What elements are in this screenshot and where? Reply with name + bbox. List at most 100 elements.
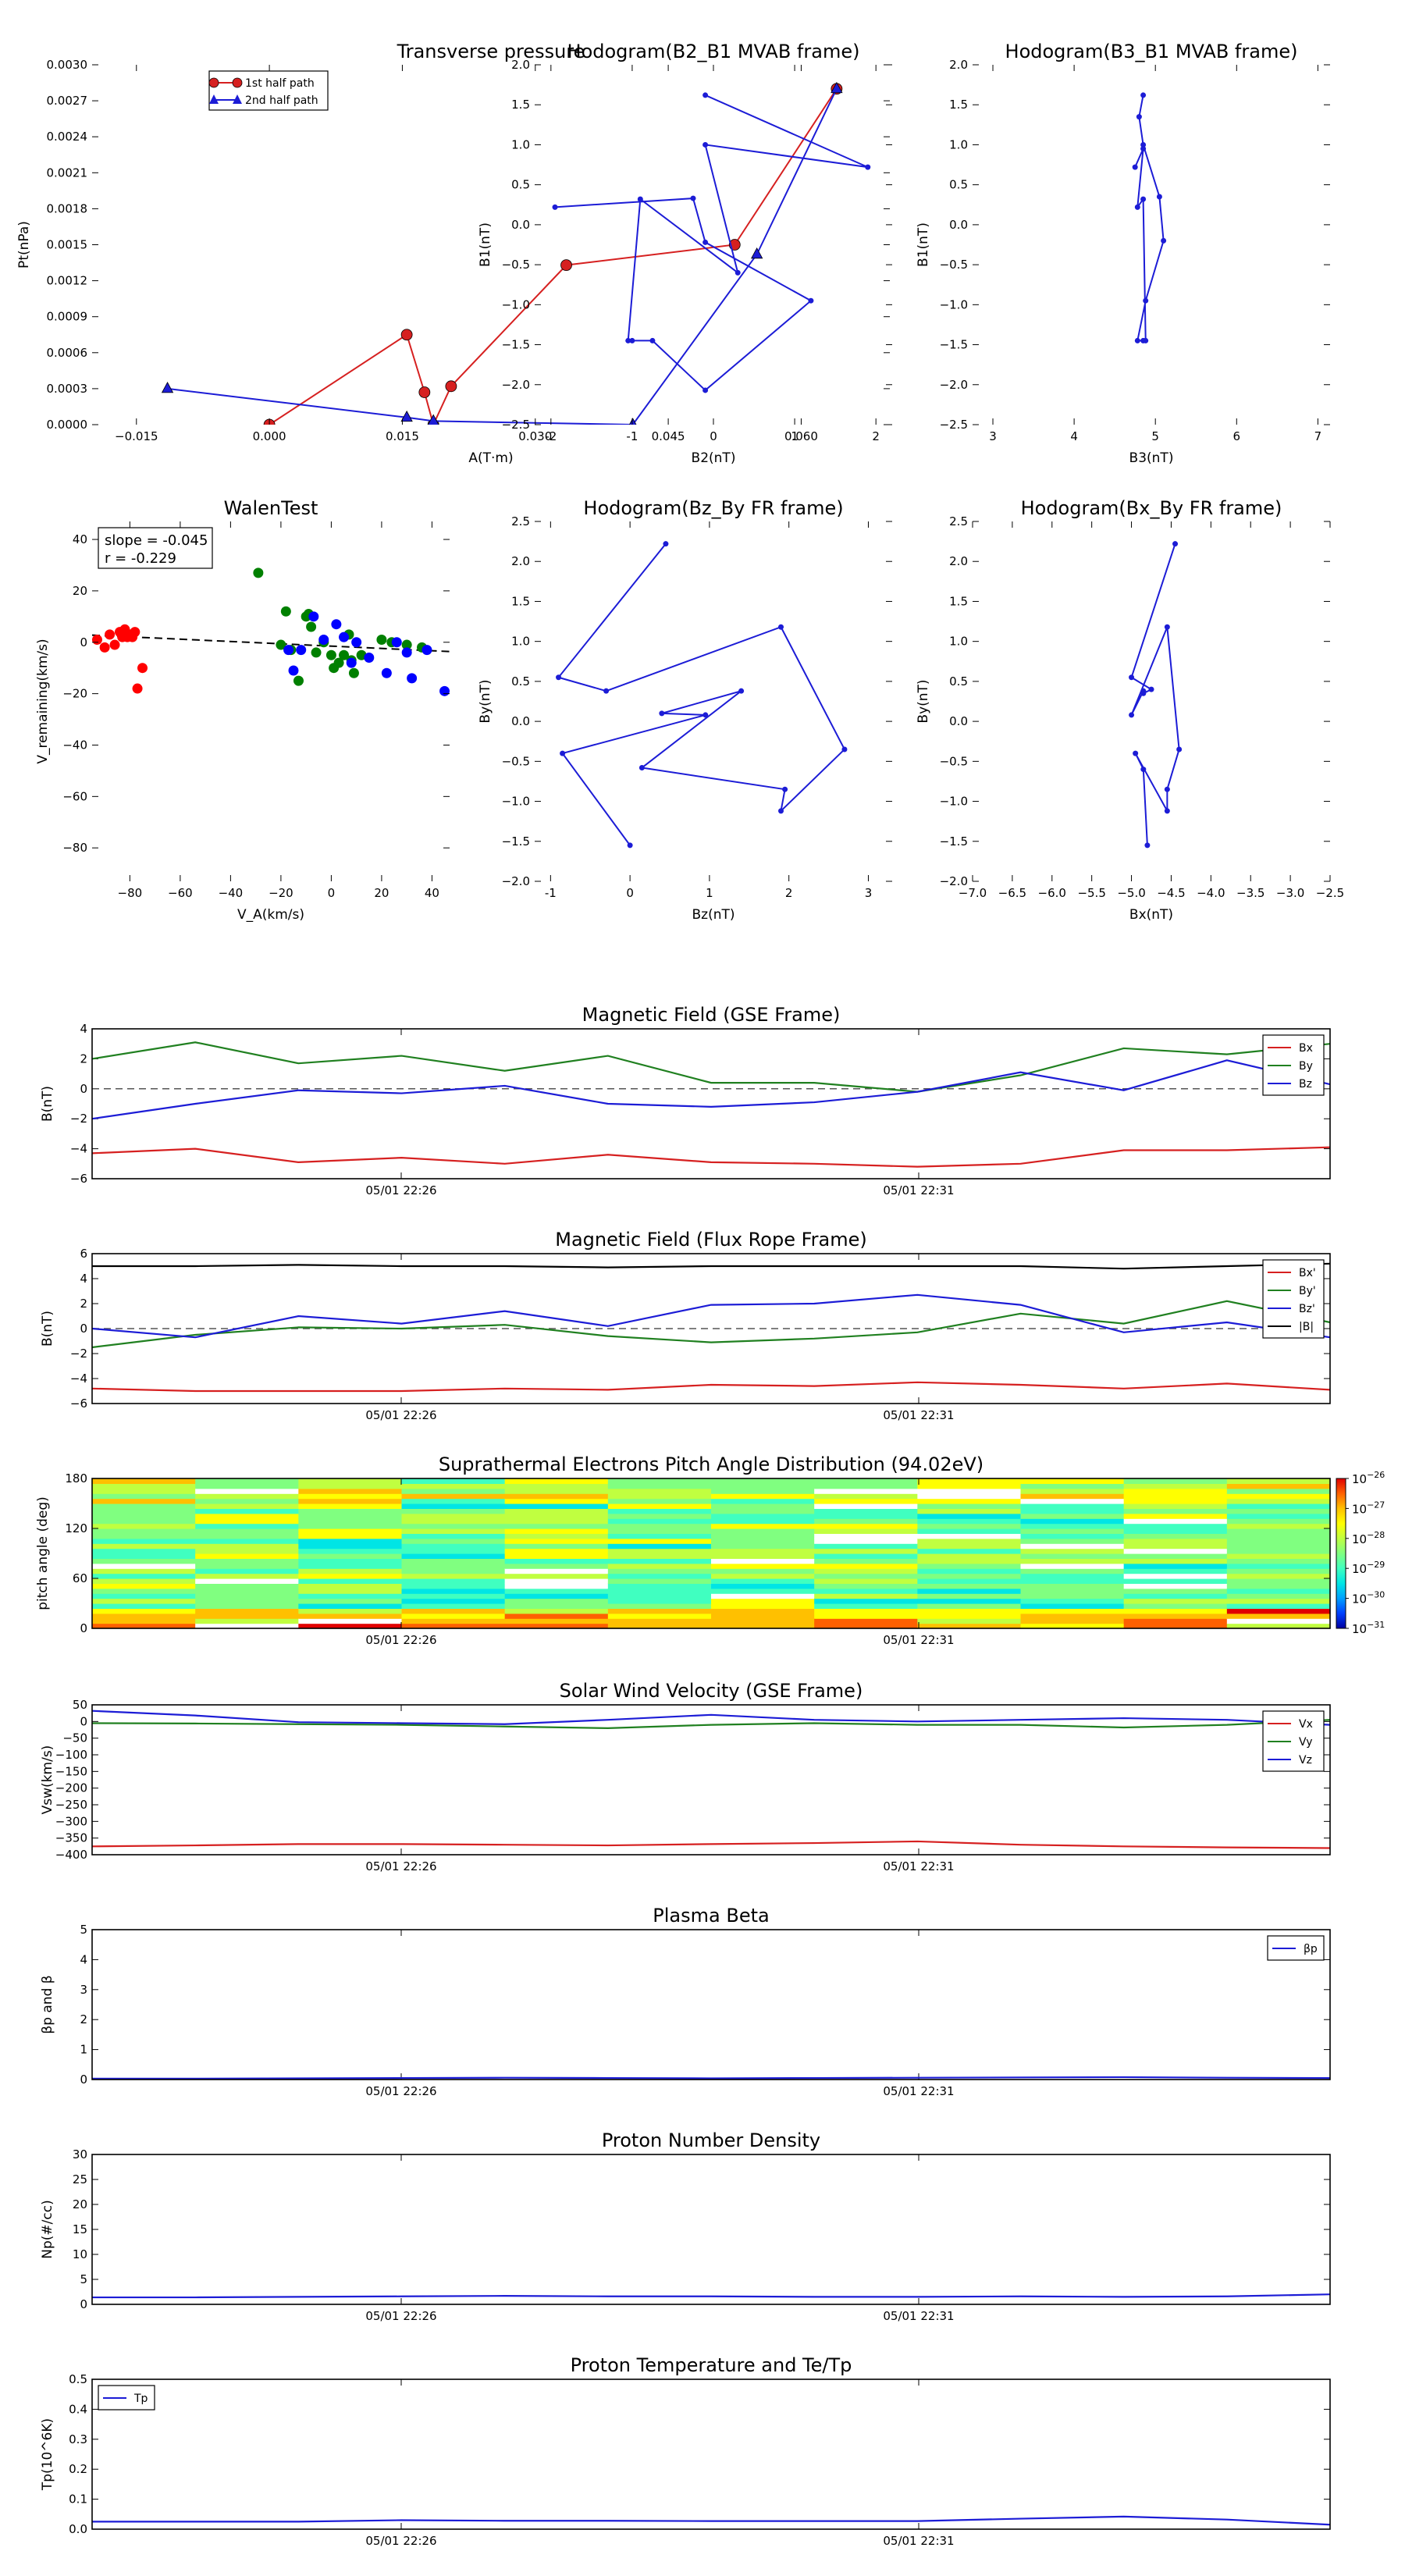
heatmap-cell <box>814 1548 918 1554</box>
data-point <box>132 683 143 694</box>
heatmap-cell <box>1020 1548 1125 1554</box>
heatmap-cell <box>504 1543 609 1550</box>
x-tick-label: 05/01 22:31 <box>883 1859 954 1873</box>
colorbar-tick-label: 10−31 <box>1352 1620 1385 1636</box>
y-tick-label: 5 <box>80 2272 87 2286</box>
heatmap-cell <box>298 1503 403 1509</box>
y-tick-label: 0.0012 <box>47 274 88 288</box>
data-point <box>283 645 294 656</box>
x-axis-label: Bz(nT) <box>692 907 735 923</box>
data-point <box>702 387 709 393</box>
data-point <box>1140 690 1147 696</box>
heatmap-cell <box>1123 1558 1228 1564</box>
y-tick-label: 6 <box>80 1247 87 1261</box>
x-tick-label: 1 <box>706 886 713 900</box>
heatmap-cell <box>711 1598 815 1604</box>
x-tick-label: −20 <box>269 886 293 900</box>
axes-frame <box>91 1478 1331 1629</box>
axes-frame <box>91 1704 1331 1856</box>
heatmap-cell <box>195 1623 299 1629</box>
x-tick-label: −6.0 <box>1038 886 1066 900</box>
heatmap-cell <box>401 1573 506 1579</box>
heatmap-cell <box>92 1623 196 1629</box>
heatmap-cell <box>92 1543 196 1550</box>
data-point <box>105 629 116 640</box>
heatmap-cell <box>711 1618 815 1624</box>
heatmap-cell <box>195 1568 299 1574</box>
heatmap-cell <box>1020 1498 1125 1504</box>
heatmap-cell <box>814 1553 918 1559</box>
heatmap-cell <box>814 1573 918 1579</box>
colorbar-tick-label: 10−30 <box>1352 1590 1385 1606</box>
heatmap-cell <box>401 1558 506 1564</box>
data-point <box>1143 337 1149 343</box>
data-point <box>401 639 412 650</box>
chart-title: Magnetic Field (Flux Rope Frame) <box>555 1229 866 1251</box>
heatmap-cell <box>1020 1558 1125 1564</box>
legend-label: Bx <box>1299 1042 1313 1055</box>
data-point <box>1136 114 1142 120</box>
chart-h4: Hodogram(Bx_By FR frame) Bx(nT) By(nT) −2.0… <box>916 497 1344 923</box>
heatmap-cell <box>917 1498 1022 1504</box>
x-tick-label: −3.0 <box>1276 886 1304 900</box>
heatmap-cell <box>607 1488 712 1494</box>
data-point <box>702 712 709 718</box>
legend-label: Bz' <box>1299 1303 1315 1315</box>
heatmap-cell <box>92 1568 196 1574</box>
heatmap-cell <box>92 1523 196 1529</box>
data-point <box>1176 746 1183 753</box>
x-tick-label: 05/01 22:26 <box>365 2084 436 2098</box>
heatmap-cell <box>504 1608 609 1614</box>
heatmap-cell <box>1123 1518 1228 1525</box>
heatmap-cell <box>814 1563 918 1569</box>
heatmap-cell <box>298 1568 403 1574</box>
x-tick-label: 7 <box>1314 429 1322 443</box>
heatmap-cell <box>504 1523 609 1529</box>
data-point <box>1164 786 1170 792</box>
legend-marker <box>209 94 219 104</box>
chart-title: Proton Temperature and Te/Tp <box>571 2354 852 2376</box>
legend-label: By' <box>1299 1285 1316 1297</box>
heatmap-cell <box>711 1583 815 1589</box>
y-tick-label: 50 <box>73 1698 87 1712</box>
heatmap-cell <box>298 1618 403 1624</box>
heatmap-cell <box>401 1583 506 1589</box>
heatmap-cell <box>711 1483 815 1489</box>
heatmap-cell <box>1226 1608 1331 1614</box>
data-point <box>1129 674 1135 681</box>
data-point <box>1172 541 1179 547</box>
y-tick-label: 4 <box>80 1952 87 1966</box>
heatmap-cell <box>298 1533 403 1539</box>
heatmap-cell <box>92 1613 196 1619</box>
heatmap-cell <box>92 1593 196 1599</box>
y-tick-label: 60 <box>73 1571 87 1585</box>
heatmap-cell <box>1123 1613 1228 1619</box>
x-tick-label: 05/01 22:26 <box>365 2309 436 2323</box>
data-point <box>556 674 562 681</box>
y-tick-label: 0.2 <box>69 2462 87 2476</box>
heatmap-cell <box>401 1568 506 1574</box>
data-point <box>92 634 102 645</box>
heatmap-cell <box>298 1573 403 1579</box>
heatmap-cell <box>195 1553 299 1559</box>
heatmap-cell <box>504 1513 609 1519</box>
heatmap-cell <box>92 1603 196 1609</box>
y-tick-label: −4 <box>70 1372 87 1386</box>
heatmap-cell <box>92 1513 196 1519</box>
chart-beta: Plasma Beta βp and β 0 1 2 3 4 5 05/01 22:26 05/0… <box>40 1905 1331 2098</box>
y-tick-label: 2.0 <box>949 58 968 72</box>
y-tick-label: 10 <box>73 2247 87 2261</box>
heatmap-cell <box>917 1618 1022 1624</box>
series-line <box>91 1041 1331 1093</box>
data-point <box>1164 624 1170 630</box>
data-point <box>99 642 110 653</box>
heatmap-cell <box>814 1613 918 1619</box>
y-axis-label: Tp(10^6K) <box>40 2418 55 2491</box>
heatmap-cell <box>1226 1603 1331 1609</box>
plot-area <box>556 541 848 849</box>
heatmap-cell <box>917 1573 1022 1579</box>
y-tick-label: −2.0 <box>940 378 968 392</box>
heatmap-cell <box>1226 1503 1331 1509</box>
y-tick-label: 0.3 <box>69 2432 87 2446</box>
series-line <box>91 1059 1331 1120</box>
